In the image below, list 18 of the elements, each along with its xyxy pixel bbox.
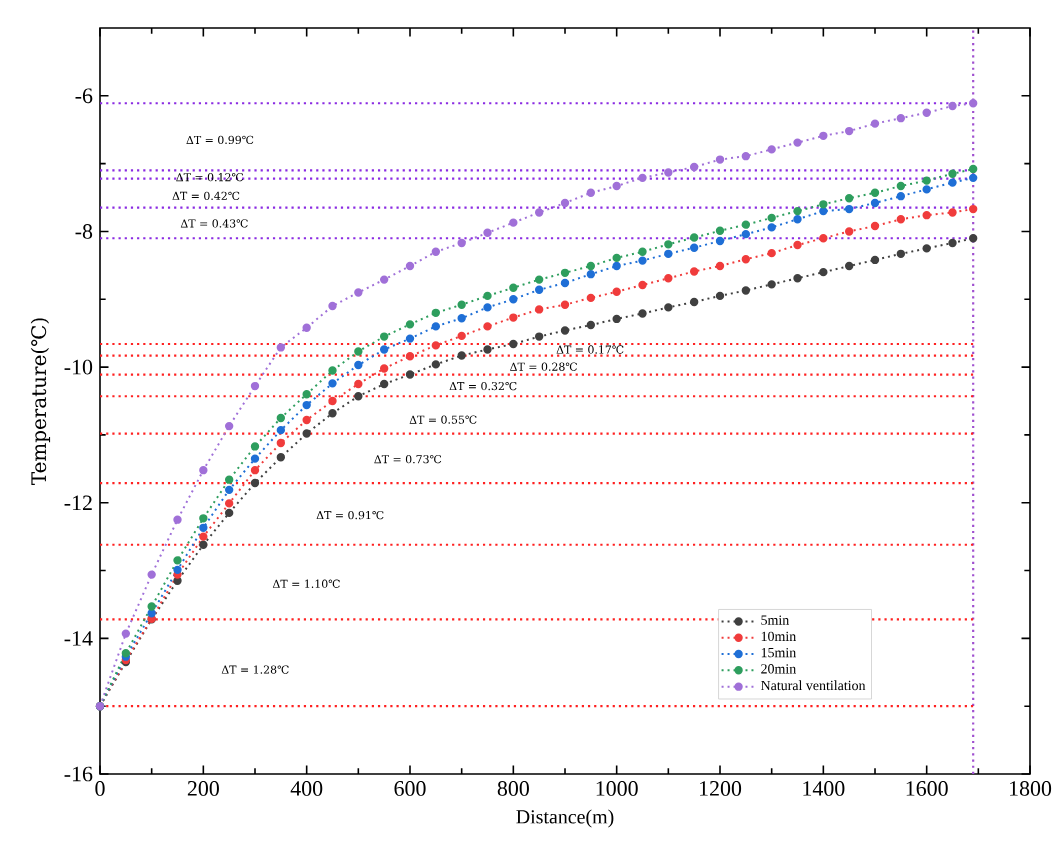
x-tick-label: 1600: [906, 781, 948, 796]
x-tick-label: 0: [95, 781, 105, 796]
y-axis-title: Temperature(℃): [30, 318, 51, 485]
x-tick-label: 1200: [700, 781, 742, 796]
x-tick-label: 400: [290, 781, 323, 796]
x-tick-label: 1000: [596, 781, 638, 796]
y-tick-label: -16: [64, 766, 93, 782]
y-tick-label: -14: [64, 631, 93, 646]
y-tick-label: -8: [75, 224, 93, 239]
y-tick-label: -12: [64, 495, 92, 510]
x-tick-label: 1400: [803, 781, 845, 796]
x-tick-label: 200: [187, 781, 219, 796]
x-tick-label: 1800: [1010, 781, 1052, 796]
x-tick-label: 600: [394, 781, 426, 796]
x-axis-title: Distance(m): [516, 809, 614, 828]
y-tick-label: -10: [64, 359, 93, 375]
y-tick-label: -6: [75, 88, 93, 104]
x-tick-label: 800: [497, 781, 529, 796]
